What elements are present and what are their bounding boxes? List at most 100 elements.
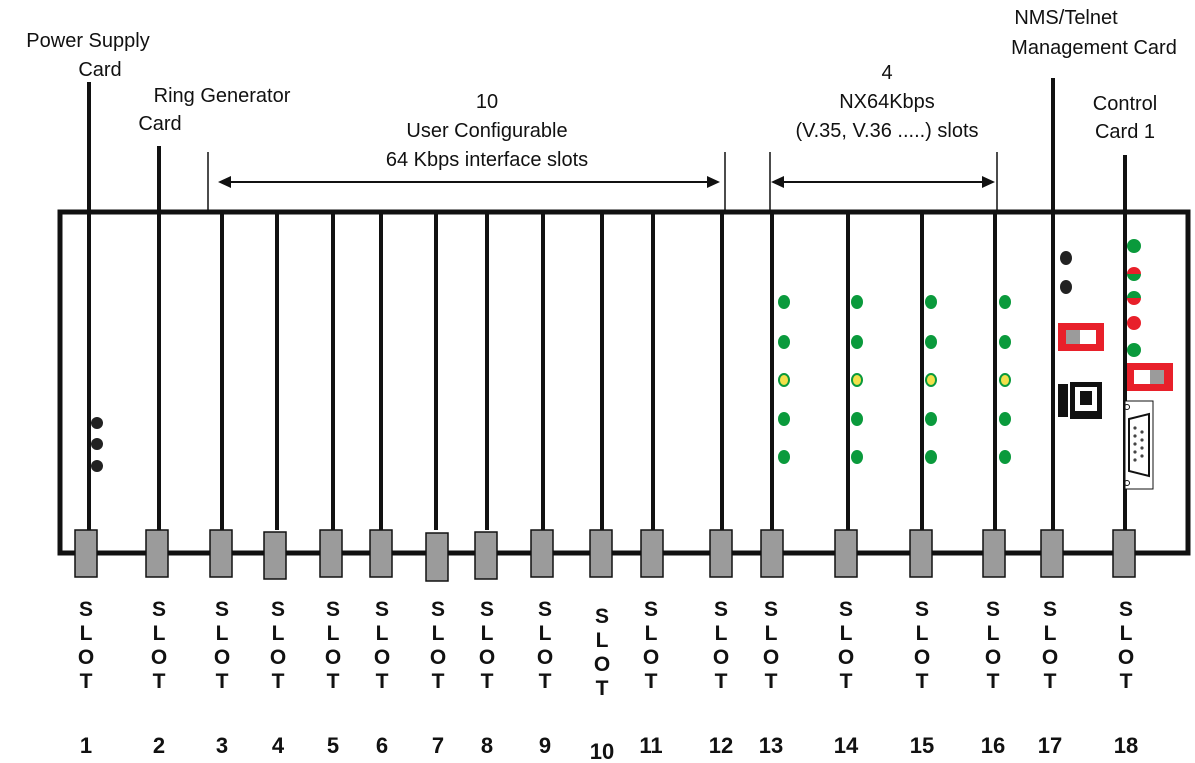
- slot-handle-17[interactable]: [1040, 529, 1064, 578]
- slot-word-letter: L: [80, 622, 93, 645]
- slot-word-letter: O: [838, 646, 854, 669]
- slot-word-letter: O: [643, 646, 659, 669]
- label-ring-generator: Ring Generator Card: [138, 85, 290, 135]
- svg-text:64 Kbps interface slots: 64 Kbps interface slots: [386, 149, 588, 171]
- slot-word-letter: T: [916, 670, 929, 693]
- slot-word-letter: L: [840, 622, 853, 645]
- slot-handle-6[interactable]: [369, 529, 393, 578]
- slot-word-letter: L: [765, 622, 778, 645]
- slot-word-letter: S: [986, 598, 1000, 621]
- slot-word-letter: S: [480, 598, 494, 621]
- slot-word-letter: S: [644, 598, 658, 621]
- slot-handles: [74, 529, 1136, 582]
- slot-handle-9[interactable]: [530, 529, 554, 578]
- slot-word-letter: L: [327, 622, 340, 645]
- svg-text:Card: Card: [138, 113, 181, 135]
- slot-word-letter: O: [151, 646, 167, 669]
- slot-word-letter: T: [327, 670, 340, 693]
- slot-handle-13[interactable]: [760, 529, 784, 578]
- slot-number: 12: [709, 733, 733, 758]
- led-icon: [778, 412, 790, 426]
- led-icon: [1127, 316, 1141, 330]
- slot-handle-7[interactable]: [425, 532, 449, 582]
- slot-word-letter: S: [1119, 598, 1133, 621]
- led-icon: [91, 460, 103, 472]
- led-icon: [778, 295, 790, 309]
- slot-word-letter: S: [79, 598, 93, 621]
- svg-text:User Configurable: User Configurable: [406, 120, 567, 142]
- led-icon: [925, 295, 937, 309]
- double-arrow-icon: [771, 176, 995, 188]
- svg-text:Management Card: Management Card: [1011, 37, 1177, 59]
- dip-switch-icon: [1127, 363, 1173, 391]
- slot-number: 7: [432, 733, 444, 758]
- slot-handle-3[interactable]: [209, 529, 233, 578]
- svg-text:(V.35, V.36 .....) slots: (V.35, V.36 .....) slots: [795, 120, 978, 142]
- slot-word-letter: T: [645, 670, 658, 693]
- led-icon: [925, 412, 937, 426]
- slot-word-letter: T: [216, 670, 229, 693]
- slot-word-letter: O: [430, 646, 446, 669]
- slot-word-letter: L: [916, 622, 929, 645]
- slot-word-letter: S: [326, 598, 340, 621]
- led-icon: [925, 335, 937, 349]
- slot-handle-2[interactable]: [145, 529, 169, 578]
- slot-word-letter: O: [985, 646, 1001, 669]
- slot-handle-4[interactable]: [263, 531, 287, 580]
- slot-number: 13: [759, 733, 783, 758]
- slot-word-letter: O: [763, 646, 779, 669]
- label-control: Control Card 1: [1093, 93, 1157, 143]
- slot-handle-8[interactable]: [474, 531, 498, 580]
- led-icon: [999, 450, 1011, 464]
- led-icon: [851, 450, 863, 464]
- slot-number: 16: [981, 733, 1005, 758]
- led-icon: [851, 373, 863, 387]
- label-nx64: 4 NX64Kbps (V.35, V.36 .....) slots: [795, 62, 978, 142]
- svg-text:10: 10: [476, 91, 498, 113]
- slot-number: 6: [376, 733, 388, 758]
- double-arrow-icon: [218, 176, 720, 188]
- slot-handle-15[interactable]: [909, 529, 933, 578]
- card-lines: [87, 78, 1127, 530]
- slot-number: 3: [216, 733, 228, 758]
- slot-handle-5[interactable]: [319, 529, 343, 578]
- led-icon: [851, 335, 863, 349]
- led-icon: [91, 438, 103, 450]
- slot-word-letter: O: [594, 653, 610, 676]
- control-card-components: [1124, 239, 1173, 490]
- slot-word-letter: L: [481, 622, 494, 645]
- slot-handle-11[interactable]: [640, 529, 664, 578]
- slot-handle-12[interactable]: [709, 529, 733, 578]
- label-user-configurable: 10 User Configurable 64 Kbps interface s…: [386, 91, 588, 171]
- label-nms: NMS/Telnet Management Card: [1011, 7, 1177, 59]
- slot-word-letter: L: [596, 629, 609, 652]
- slot-word-letter: O: [713, 646, 729, 669]
- led-icon: [778, 450, 790, 464]
- slot-word-letter: L: [539, 622, 552, 645]
- slot-handle-1[interactable]: [74, 529, 98, 578]
- bracket-ticks: [207, 152, 998, 212]
- slot-number: 14: [834, 733, 859, 758]
- slot-handle-14[interactable]: [834, 529, 858, 578]
- slot-handle-10[interactable]: [589, 529, 613, 578]
- slot-handle-16[interactable]: [982, 529, 1006, 578]
- slot-number: 8: [481, 733, 493, 758]
- led-icon: [1127, 343, 1141, 357]
- slot-number: 5: [327, 733, 339, 758]
- slot-handle-18[interactable]: [1112, 529, 1136, 578]
- slot-word-letter: S: [538, 598, 552, 621]
- led-icon: [851, 295, 863, 309]
- slot-word-letter: T: [432, 670, 445, 693]
